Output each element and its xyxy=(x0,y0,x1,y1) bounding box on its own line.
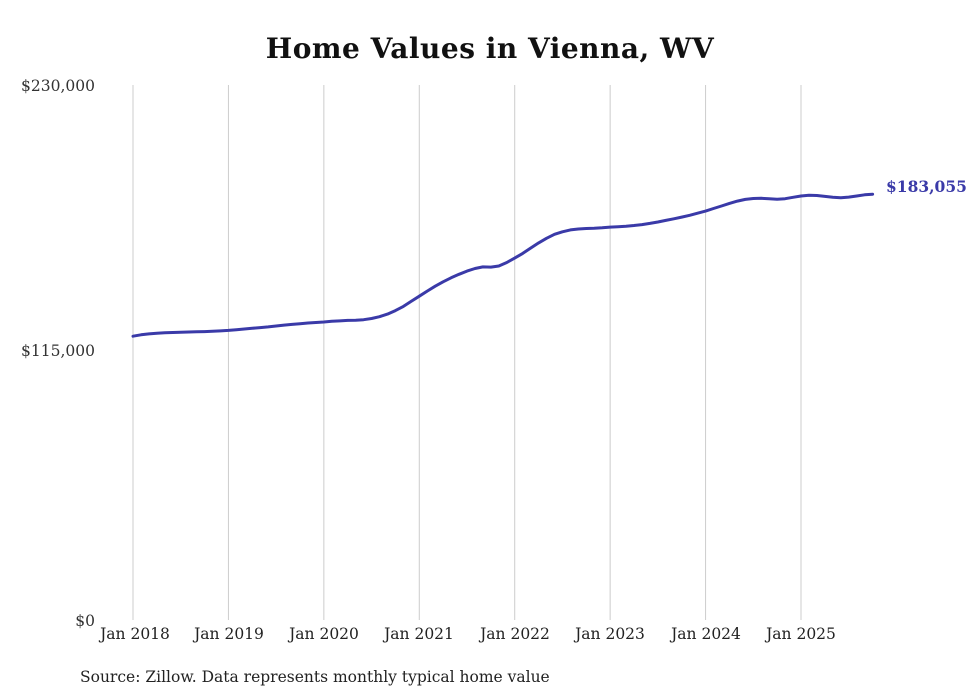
x-axis-tick-jan-2018: Jan 2018 xyxy=(100,625,170,643)
x-axis-tick-jan-2023: Jan 2023 xyxy=(575,625,645,643)
x-axis-tick-jan-2021: Jan 2021 xyxy=(384,625,454,643)
home-value-series-line xyxy=(131,192,875,338)
source-note: Source: Zillow. Data represents monthly … xyxy=(80,668,550,686)
y-axis-tick-230000: $230,000 xyxy=(21,77,95,95)
end-value-label: $183,055 xyxy=(886,177,967,196)
y-axis-tick-115000: $115,000 xyxy=(21,342,95,360)
x-axis-tick-jan-2020: Jan 2020 xyxy=(289,625,359,643)
x-axis-tick-jan-2025: Jan 2025 xyxy=(766,625,836,643)
x-axis-tick-jan-2019: Jan 2019 xyxy=(194,625,264,643)
x-axis-tick-jan-2022: Jan 2022 xyxy=(480,625,550,643)
x-axis-tick-jan-2024: Jan 2024 xyxy=(671,625,741,643)
chart-title: Home Values in Vienna, WV xyxy=(265,32,715,65)
y-axis-tick-0: $0 xyxy=(75,612,95,630)
